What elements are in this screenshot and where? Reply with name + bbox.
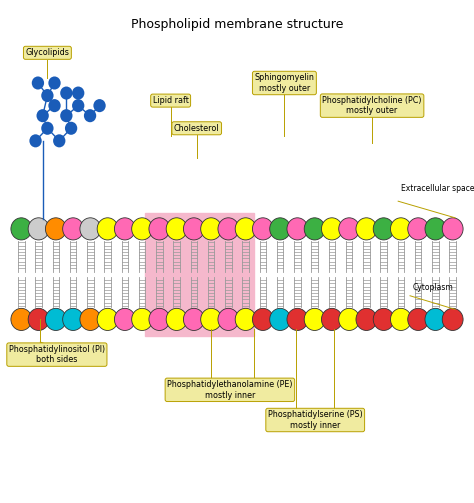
Circle shape: [114, 308, 135, 330]
Circle shape: [235, 218, 256, 240]
Circle shape: [442, 308, 463, 330]
Text: Phosphatidylethanolamine (PE)
mostly inner: Phosphatidylethanolamine (PE) mostly inn…: [167, 380, 292, 399]
Circle shape: [84, 109, 96, 122]
Text: Sphingomyelin
mostly outer: Sphingomyelin mostly outer: [255, 73, 314, 93]
Circle shape: [28, 308, 49, 330]
Text: Lipid raft: Lipid raft: [153, 96, 189, 105]
Circle shape: [201, 218, 221, 240]
Circle shape: [65, 122, 77, 135]
Circle shape: [253, 218, 273, 240]
Circle shape: [36, 109, 49, 122]
Circle shape: [80, 308, 101, 330]
Circle shape: [41, 89, 54, 102]
Circle shape: [391, 308, 411, 330]
Circle shape: [253, 308, 273, 330]
Text: Glycolipids: Glycolipids: [26, 48, 69, 57]
Circle shape: [183, 218, 204, 240]
Circle shape: [41, 122, 54, 135]
Circle shape: [321, 308, 342, 330]
Circle shape: [60, 109, 73, 122]
Circle shape: [356, 218, 377, 240]
Circle shape: [287, 308, 308, 330]
Circle shape: [32, 76, 44, 90]
Text: Phosphatidylserine (PS)
mostly inner: Phosphatidylserine (PS) mostly inner: [268, 410, 363, 430]
Circle shape: [11, 218, 32, 240]
Circle shape: [46, 218, 66, 240]
Circle shape: [304, 218, 325, 240]
Circle shape: [60, 87, 73, 100]
Circle shape: [304, 308, 325, 330]
Circle shape: [235, 308, 256, 330]
Circle shape: [149, 218, 170, 240]
Circle shape: [46, 308, 66, 330]
Circle shape: [97, 308, 118, 330]
Circle shape: [373, 218, 394, 240]
Text: Phospholipid membrane structure: Phospholipid membrane structure: [131, 18, 343, 31]
Circle shape: [201, 308, 221, 330]
Circle shape: [270, 218, 291, 240]
Circle shape: [373, 308, 394, 330]
FancyBboxPatch shape: [145, 213, 254, 336]
Circle shape: [166, 218, 187, 240]
Text: Extracellular space: Extracellular space: [401, 184, 474, 193]
Circle shape: [166, 308, 187, 330]
Circle shape: [442, 218, 463, 240]
Text: Phosphatidylinositol (PI)
both sides: Phosphatidylinositol (PI) both sides: [9, 345, 105, 364]
Circle shape: [132, 308, 153, 330]
Circle shape: [53, 134, 65, 147]
Circle shape: [218, 218, 239, 240]
Circle shape: [48, 76, 61, 90]
Circle shape: [93, 99, 106, 112]
Circle shape: [321, 218, 342, 240]
Circle shape: [97, 218, 118, 240]
Circle shape: [270, 308, 291, 330]
Circle shape: [114, 218, 135, 240]
Circle shape: [11, 308, 32, 330]
Text: Cholesterol: Cholesterol: [174, 124, 219, 133]
Circle shape: [132, 218, 153, 240]
Circle shape: [72, 99, 84, 112]
Circle shape: [425, 218, 446, 240]
Circle shape: [29, 134, 42, 147]
Circle shape: [408, 218, 428, 240]
Circle shape: [339, 218, 360, 240]
Circle shape: [408, 308, 428, 330]
Circle shape: [287, 218, 308, 240]
Circle shape: [218, 308, 239, 330]
Circle shape: [48, 99, 61, 112]
Text: Phosphatidylcholine (PC)
mostly outer: Phosphatidylcholine (PC) mostly outer: [322, 96, 422, 115]
Circle shape: [63, 308, 83, 330]
Text: Cytoplasm: Cytoplasm: [412, 283, 453, 292]
Circle shape: [339, 308, 360, 330]
Circle shape: [356, 308, 377, 330]
Circle shape: [28, 218, 49, 240]
Circle shape: [425, 308, 446, 330]
Circle shape: [391, 218, 411, 240]
Circle shape: [149, 308, 170, 330]
Circle shape: [80, 218, 101, 240]
Circle shape: [63, 218, 83, 240]
Circle shape: [72, 87, 84, 100]
Circle shape: [183, 308, 204, 330]
